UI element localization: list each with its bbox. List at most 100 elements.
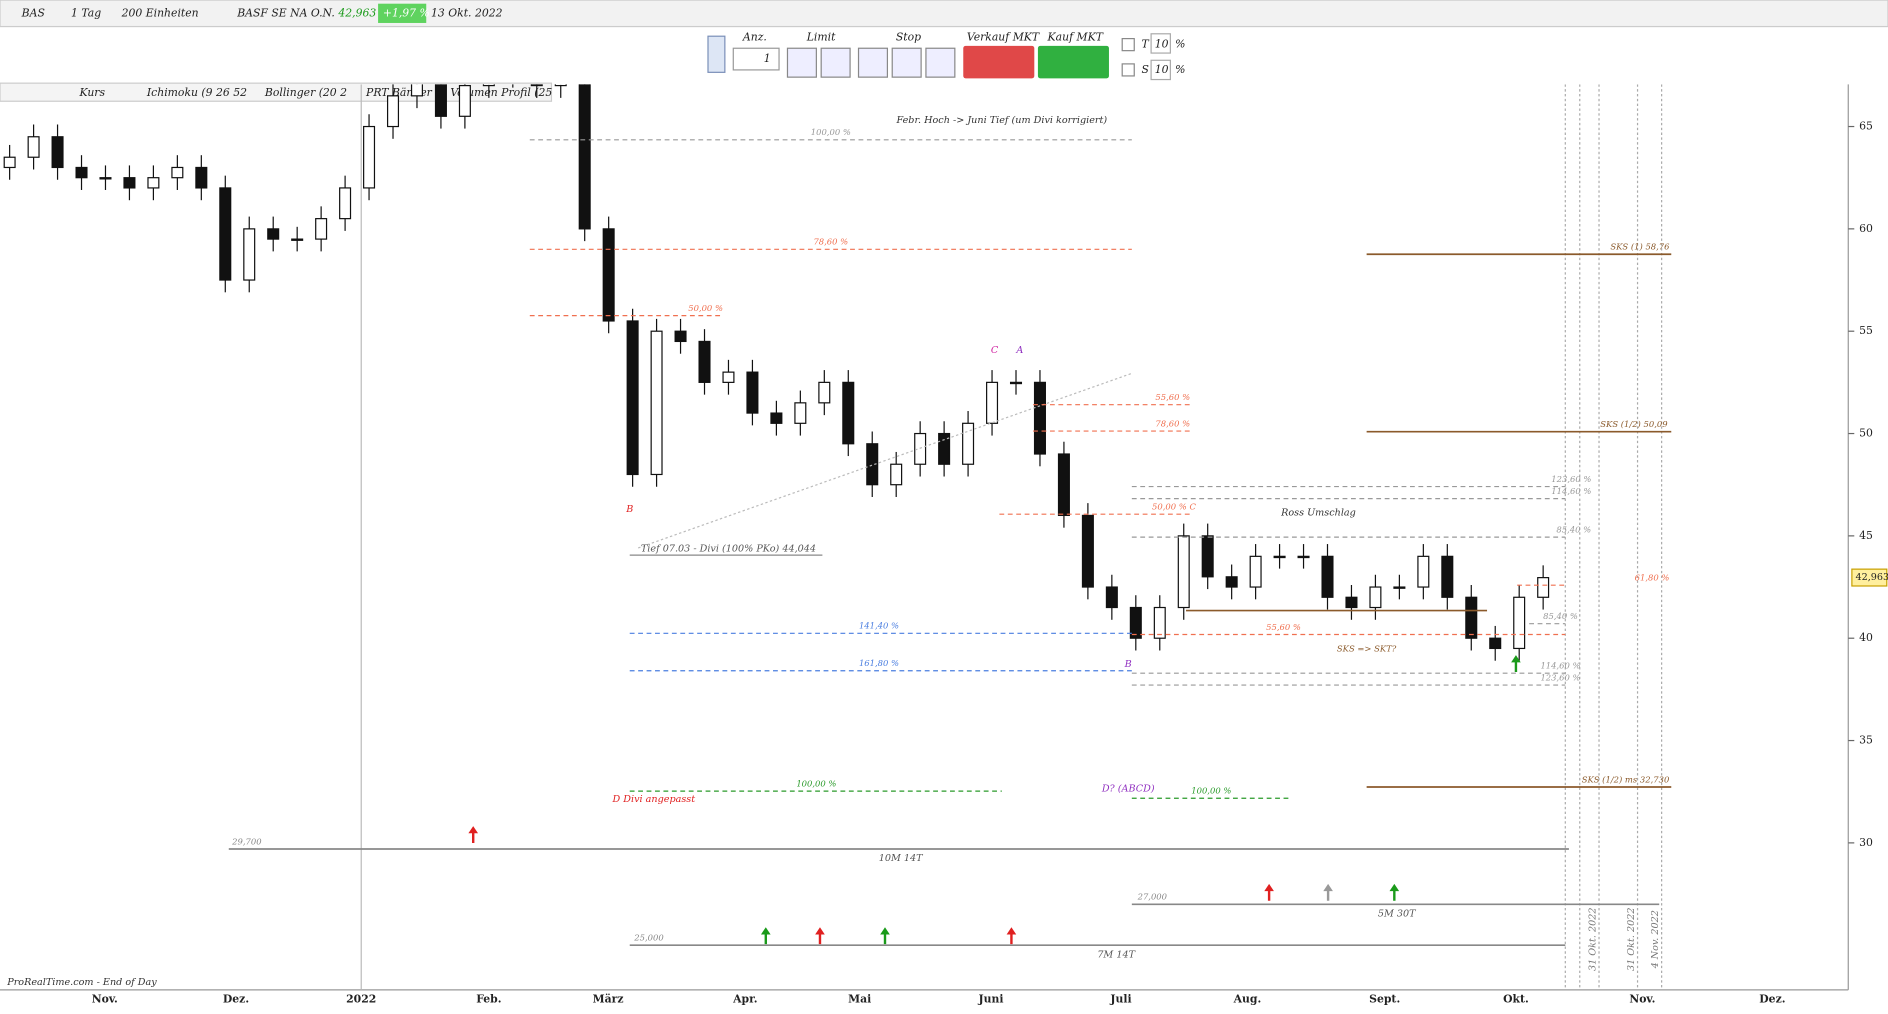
candle-body [1129,606,1142,639]
x-tick-label: Nov. [92,992,118,1005]
x-tick-label: Nov. [1629,992,1655,1005]
y-tick-label: 45 [1859,529,1873,542]
level-label: 114,60 % [1540,660,1580,670]
candle-body [650,330,663,476]
annotation: D Divi angepasst [612,794,696,805]
t-value: 10 [1155,38,1169,51]
price: 42,963 [337,6,376,19]
candle-body [914,432,927,465]
tool-button[interactable] [707,35,726,73]
level-label: 78,60 % [813,237,848,247]
candle-body [434,84,447,117]
y-tick-label: 65 [1859,120,1873,133]
stop-buy[interactable] [857,47,889,78]
stop-sell[interactable] [891,47,922,78]
level-label: 61,80 % [1635,572,1670,582]
candle-body [3,156,16,169]
x-tick-label: März [593,992,624,1005]
stop-other[interactable] [925,47,956,78]
annotation: D? (ABCD) [1101,783,1155,794]
limit-label: Limit [806,30,836,43]
indicator[interactable]: Ichimoku (9 26 52 [146,86,247,99]
x-tick-label: Mai [848,992,871,1005]
annotation: Febr. Hoch -> Juni Tief (um Divi korrigi… [895,115,1107,126]
candle-body [482,84,495,87]
x-tick-label: Sept. [1369,992,1400,1005]
x-tick-label: Feb. [476,992,501,1005]
candle-body [1225,576,1238,588]
candle-body [1105,586,1118,609]
candle-body [530,84,543,87]
change-badge [378,3,427,23]
candle-body [267,228,280,240]
s-label: S [1141,63,1148,76]
candle-body [1057,453,1070,517]
symbol[interactable]: BAS [21,6,45,19]
last-price-box [1851,568,1888,587]
qty-input[interactable] [732,47,780,71]
sell-button[interactable] [963,45,1035,79]
candle-body [938,432,951,465]
level-label: 100,00 % [811,127,851,137]
candle-body [722,371,735,383]
candle-body [770,412,783,424]
units[interactable]: 200 Einheiten [121,6,199,19]
candle-body [123,177,136,189]
candle-body [386,95,400,128]
signal-arrow [1389,883,1400,901]
s-input[interactable] [1150,59,1171,81]
y-tick-label: 55 [1859,324,1873,337]
signal-arrow [1323,883,1333,901]
signal-arrow [1264,883,1274,901]
limit-sell[interactable] [820,47,851,78]
x-tick-label: Juni [977,992,1003,1005]
s-value: 10 [1155,63,1169,76]
stop-label: Stop [896,30,921,43]
candle-body [578,84,591,230]
candle-body [1273,555,1286,559]
annotation: Tief 07.03 - Divi (100% PKo) 44,044 [641,544,816,555]
candle-body [986,381,999,424]
candle-body [626,320,639,476]
indicator[interactable]: Volumen Profil (25 [450,86,552,99]
level-label: 85,40 % [1556,524,1591,534]
candle-body [554,84,567,87]
level-label: SKS (1/2) ms 32,730 [1582,774,1670,784]
signal-arrow [815,927,825,945]
indicator[interactable]: Kurs [78,86,105,99]
candle-body [339,187,352,220]
s-unit: % [1175,63,1185,76]
x-tick-label: Dez. [1759,992,1785,1005]
candle-body [1513,596,1526,650]
interval[interactable]: 1 Tag [71,6,101,19]
y-tick-label: 30 [1859,836,1873,849]
candle-body [1369,586,1382,609]
candle-body [746,371,759,414]
candle-body [1033,381,1046,455]
signal-arrow [1511,655,1521,672]
checkbox[interactable] [1121,63,1135,77]
toolbar [0,0,1888,28]
t-input[interactable] [1150,33,1171,54]
candle-body [1249,555,1262,588]
candle-body [1537,577,1550,598]
candle-body [1297,555,1310,559]
level-label: 50,00 % C [1152,501,1196,511]
candle-body [1201,535,1214,578]
annotation: B [625,504,633,515]
candle-body [75,166,88,179]
candle-body [1489,637,1502,650]
buy-button[interactable] [1037,45,1109,79]
candle-body [674,330,687,343]
y-tick-label: 40 [1859,631,1873,644]
x-tick-label: Okt. [1503,992,1529,1005]
indicator[interactable]: Bollinger (20 2 [264,86,347,99]
t-unit: % [1175,38,1185,51]
checkbox[interactable] [1121,38,1135,52]
candle-body [315,218,328,240]
candle-body [1417,555,1430,588]
signal-arrow [880,927,890,945]
limit-buy[interactable] [786,47,817,78]
